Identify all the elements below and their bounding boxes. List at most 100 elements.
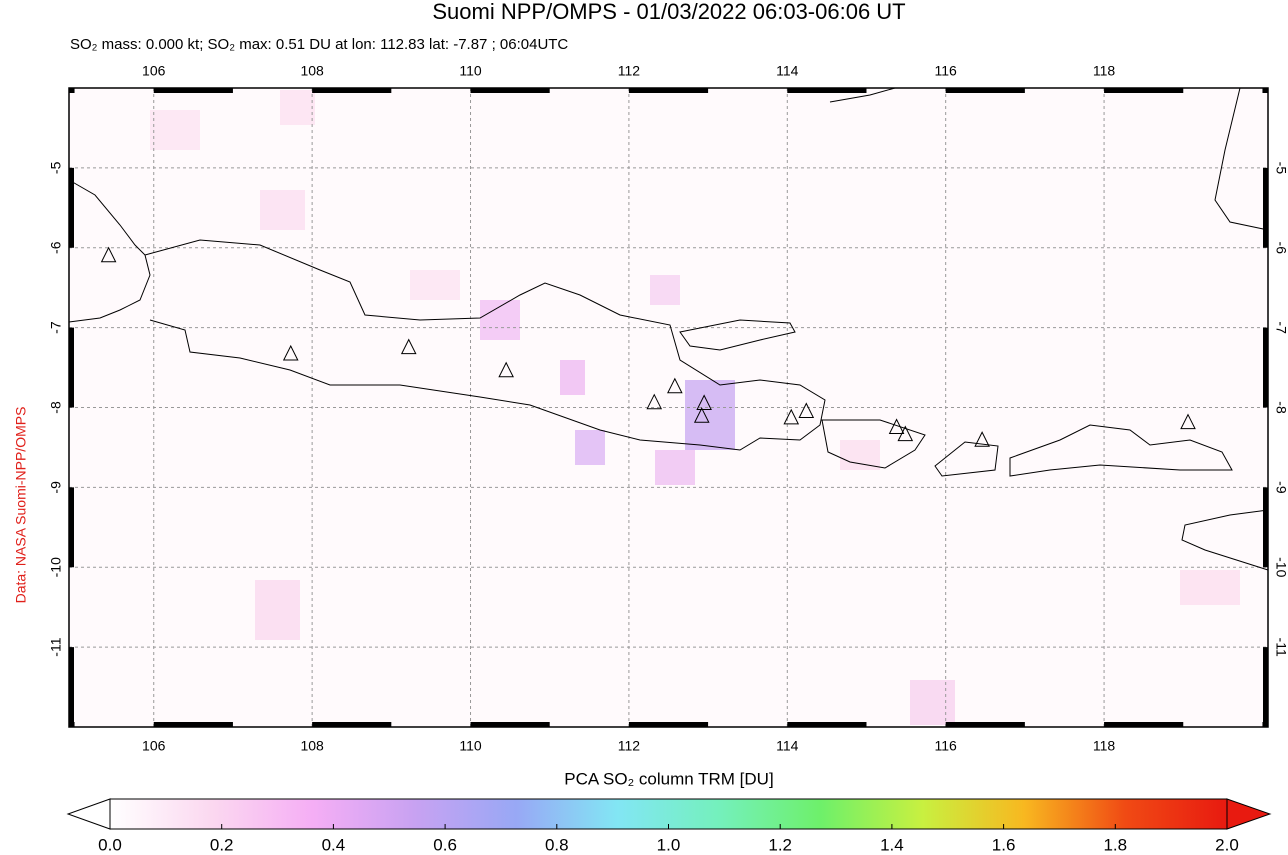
frame-bar [787, 722, 867, 727]
x-tick-label: 106 [142, 738, 166, 754]
frame-bar [153, 88, 233, 93]
coast-madura [679, 319, 796, 351]
so2-cell [410, 270, 460, 300]
so2-cell [655, 450, 695, 485]
frame-bar [69, 88, 75, 93]
credit: Data: NASA Suomi-NPP/OMPS [13, 407, 29, 604]
coast-sumbawa [1009, 424, 1233, 477]
frame-bar [1263, 487, 1268, 568]
x-tick-label: 110 [459, 738, 482, 754]
colorbar-label: PCA SO₂ column TRM [DU] [564, 769, 773, 788]
y-tick-label: -11 [1273, 638, 1288, 657]
y-tick-label: -11 [48, 637, 64, 656]
volcano [400, 338, 417, 355]
colorbar-tick-label: 2.0 [1215, 835, 1239, 854]
grid [69, 88, 1268, 727]
y-tick-label: -7 [48, 321, 64, 334]
frame-bar [470, 88, 550, 93]
y-tick-label: -6 [1273, 242, 1288, 255]
so2-cell [260, 190, 305, 230]
frame-bar [945, 722, 1025, 727]
colorbar-tick-label: 1.8 [1103, 835, 1127, 854]
coast-sumatra [68, 179, 151, 323]
frame-bar [69, 327, 74, 408]
colorbar-tick-label: 0.8 [545, 835, 569, 854]
subtitle: SO₂ mass: 0.000 kt; SO₂ max: 0.51 DU at … [70, 36, 568, 53]
y-tick-label: -8 [1273, 401, 1288, 414]
x-tick-label: 118 [1093, 63, 1116, 79]
frame-bar [1104, 88, 1184, 93]
x-tick-label: 110 [459, 63, 482, 79]
colorbar-tick-label: 0.2 [210, 835, 234, 854]
volcano [1180, 413, 1196, 430]
x-tick-label: 114 [776, 738, 799, 754]
coast-borneo [829, 87, 896, 103]
x-tick-label: 106 [142, 63, 166, 79]
coast-bali [821, 419, 926, 469]
x-tick-label: 118 [1093, 738, 1116, 754]
frame-bar [1262, 88, 1268, 93]
volcano [667, 377, 683, 394]
x-tick-label: 116 [935, 738, 958, 754]
frame-bars [69, 88, 1268, 727]
x-tick-label: 108 [300, 738, 324, 754]
frame-bar [1263, 167, 1268, 248]
volcano [498, 361, 514, 378]
volcano [646, 393, 663, 410]
colorbar-min-arrow [66, 798, 111, 830]
axis-labels: 106 106 108 108 110 110 112 112 114 114 116 116 118 1… [48, 63, 1288, 754]
volcano [888, 418, 905, 434]
y-tick-label: -5 [1273, 162, 1288, 175]
coast-sulawesi [1214, 87, 1269, 231]
y-tick-label: -10 [48, 557, 64, 577]
so2-cell [840, 440, 880, 470]
so2-cell [650, 275, 680, 305]
x-tick-label: 108 [300, 63, 324, 79]
so2-cell [575, 430, 605, 465]
y-tick-label: -9 [48, 481, 64, 494]
frame-bar [945, 88, 1025, 93]
frame-bar [312, 722, 392, 727]
so2-cell [150, 110, 200, 150]
x-tick-label: 114 [776, 63, 799, 79]
volcano [897, 425, 914, 442]
so2-cell [560, 360, 585, 395]
volcano [100, 246, 117, 263]
frame-bar [69, 487, 74, 568]
so2-cell [255, 580, 300, 640]
colorbar-tick-label: 0.0 [98, 835, 122, 854]
frame-bar [470, 722, 550, 727]
frame-bar [1263, 647, 1268, 727]
title: Suomi NPP/OMPS - 01/03/2022 06:03-06:06 … [432, 0, 905, 24]
y-tick-label: -5 [48, 161, 64, 174]
so2-cell [685, 380, 735, 450]
frame-bar [787, 88, 867, 93]
colorbar-tick-label: 0.4 [322, 835, 346, 854]
colorbar-tick-label: 1.6 [992, 835, 1016, 854]
coastlines [68, 87, 1269, 571]
y-tick-label: -8 [48, 401, 64, 414]
volcano [693, 407, 710, 423]
so2-cell [1180, 570, 1240, 605]
frame-bar [1263, 327, 1268, 408]
colorbar-max-arrow [1226, 798, 1272, 830]
y-tick-label: -10 [1273, 557, 1288, 577]
so2-field [69, 88, 1268, 727]
y-tick-label: -9 [1273, 481, 1288, 494]
colorbar-tick-label: 1.2 [768, 835, 792, 854]
so2-cell [280, 90, 315, 125]
frame-bar [628, 722, 709, 727]
volcanoes [100, 246, 1196, 447]
y-tick-label: -6 [48, 241, 64, 254]
colorbar-tick-label: 1.0 [657, 835, 681, 854]
x-tick-label: 112 [618, 738, 641, 754]
frame-bar [153, 722, 233, 727]
volcano [282, 344, 299, 361]
coast-lombok [934, 441, 999, 477]
frame-bar [1104, 722, 1184, 727]
volcano [696, 394, 712, 411]
colorbar-tick-label: 0.6 [433, 835, 457, 854]
volcano [974, 431, 990, 447]
y-tick-label: -7 [1273, 321, 1288, 334]
